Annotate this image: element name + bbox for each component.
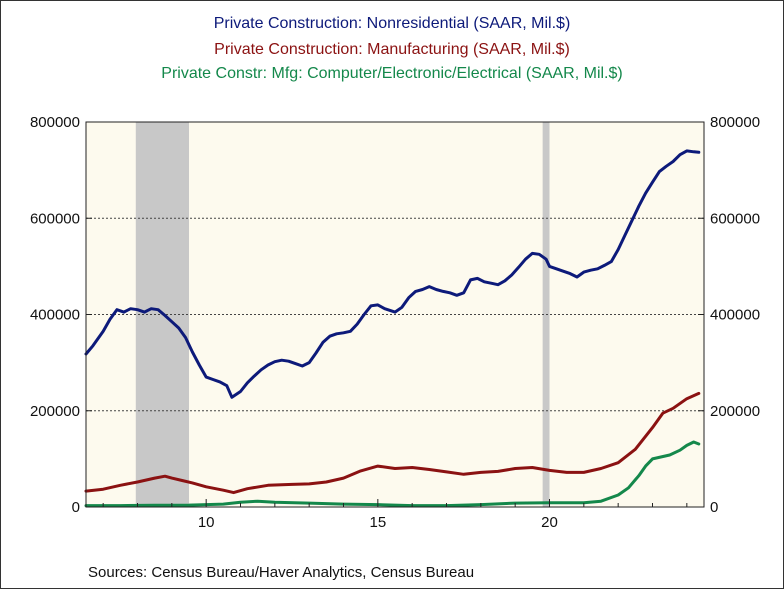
y-tick-label-left: 0 xyxy=(72,499,80,516)
y-tick-label-right: 400000 xyxy=(710,307,760,324)
x-tick-label: 15 xyxy=(369,514,386,531)
series-line-nonresidential xyxy=(84,149,701,399)
x-tick-label: 20 xyxy=(541,514,558,531)
y-tick-label-right: 800000 xyxy=(710,114,760,131)
title-computer-electronic-electrical: Private Constr: Mfg: Computer/Electronic… xyxy=(161,65,623,82)
series-line-manufacturing xyxy=(84,391,701,495)
y-tick-label-right: 200000 xyxy=(710,403,760,420)
y-tick-label-right: 600000 xyxy=(710,210,760,227)
x-tick-label: 10 xyxy=(198,514,215,531)
y-tick-label-left: 600000 xyxy=(30,210,80,227)
title-nonresidential: Private Construction: Nonresidential (SA… xyxy=(213,15,571,32)
y-tick-label-left: 200000 xyxy=(30,403,80,420)
y-tick-label-left: 400000 xyxy=(30,307,80,324)
series-line-computer_electronic_electrical xyxy=(84,440,701,508)
source-note: Sources: Census Bureau/Haver Analytics, … xyxy=(88,564,475,581)
y-tick-label-left: 800000 xyxy=(30,114,80,131)
title-manufacturing: Private Construction: Manufacturing (SAA… xyxy=(214,41,570,58)
y-tick-label-right: 0 xyxy=(710,499,718,516)
